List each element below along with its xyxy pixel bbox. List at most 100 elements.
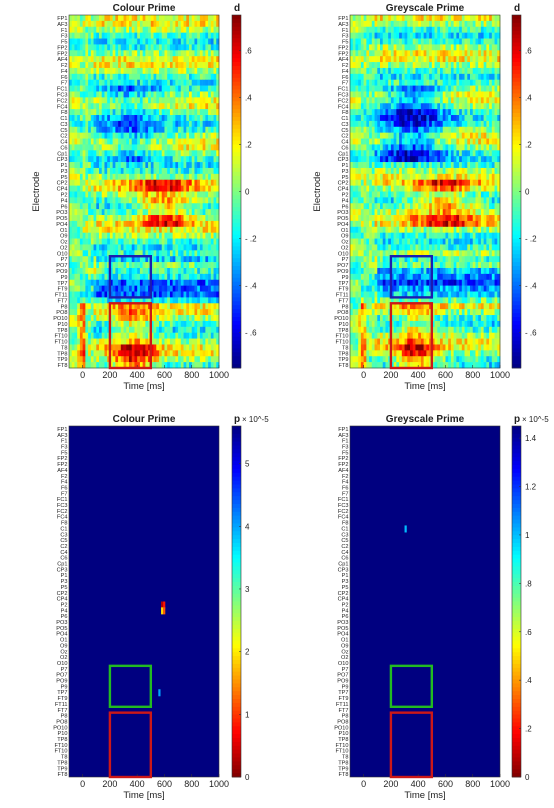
heatmap-cell	[453, 44, 457, 51]
heatmap-cell	[191, 362, 195, 369]
heatmap-cell	[464, 126, 468, 133]
heatmap-cell	[208, 115, 212, 122]
heatmap-cell	[88, 220, 92, 228]
heatmap-cell	[194, 26, 198, 33]
heatmap-cell	[99, 320, 103, 328]
heatmap-cell	[180, 138, 184, 145]
heatmap-cell	[213, 109, 217, 116]
heatmap-cell	[150, 279, 154, 286]
heatmap-cell	[464, 91, 468, 98]
heatmap-cell	[191, 203, 195, 210]
heatmap-cell	[216, 362, 220, 369]
heatmap-cell	[202, 362, 206, 369]
heatmap-cell	[216, 20, 220, 28]
heatmap-cell	[167, 244, 171, 251]
heatmap-cell	[445, 67, 449, 75]
heatmap-cell	[180, 62, 184, 69]
heatmap-cell	[486, 62, 490, 69]
heatmap-cell	[183, 120, 187, 128]
heatmap-cell	[456, 120, 460, 128]
heatmap-cell	[216, 350, 220, 357]
heatmap-cell	[199, 67, 203, 75]
heatmap-cell	[153, 15, 157, 22]
heatmap-cell	[191, 297, 195, 304]
heatmap-cell	[216, 156, 220, 163]
heatmap-cell	[85, 67, 89, 75]
heatmap-cell	[385, 20, 389, 28]
heatmap-cell	[399, 79, 403, 86]
heatmap-cell	[109, 97, 113, 104]
heatmap-cell	[480, 79, 484, 86]
heatmap-cell	[134, 332, 138, 339]
heatmap-cell	[139, 179, 143, 186]
heatmap-cell	[407, 144, 411, 151]
heatmap-cell	[99, 226, 103, 233]
heatmap-cell	[431, 20, 435, 28]
heatmap-cell	[159, 79, 163, 86]
heatmap-cell	[104, 273, 108, 281]
heatmap-cell	[150, 256, 154, 263]
heatmap-cell	[415, 173, 419, 181]
heatmap-cell	[197, 309, 201, 316]
heatmap-cell	[366, 103, 370, 110]
heatmap-cell	[99, 167, 103, 175]
heatmap-cell	[385, 156, 389, 163]
heatmap-cell	[178, 250, 182, 257]
heatmap-cell	[429, 85, 433, 92]
heatmap-cell	[77, 356, 81, 363]
heatmap-cell	[85, 244, 89, 251]
colorbar-segment	[232, 250, 241, 255]
heatmap-cell	[180, 244, 184, 251]
electrode-label: C6	[60, 145, 67, 151]
heatmap-cell	[450, 97, 454, 104]
heatmap-cell	[167, 267, 171, 275]
heatmap-cell	[491, 26, 495, 33]
heatmap-cell	[139, 250, 143, 257]
heatmap-cell	[380, 67, 384, 75]
heatmap-cell	[186, 62, 190, 69]
heatmap-cell	[96, 79, 100, 86]
heatmap-cell	[183, 315, 187, 322]
heatmap-cell	[191, 250, 195, 257]
heatmap-cell	[107, 197, 111, 204]
colorbar-segment	[232, 238, 241, 243]
heatmap-cell	[77, 279, 81, 286]
heatmap-cell	[489, 132, 493, 139]
heatmap-cell	[410, 73, 414, 81]
heatmap-cell	[197, 297, 201, 304]
heatmap-cell	[148, 144, 152, 151]
heatmap-cell	[390, 144, 394, 151]
heatmap-cell	[88, 50, 92, 57]
heatmap-cell	[358, 126, 362, 133]
heatmap-cell	[131, 85, 135, 92]
heatmap-cell	[142, 73, 146, 81]
heatmap-cell	[355, 115, 359, 122]
heatmap-cell	[150, 315, 154, 322]
heatmap-cell	[486, 115, 490, 122]
heatmap-cell	[118, 67, 122, 75]
heatmap-cell	[99, 303, 103, 310]
electrode-label: Oz	[60, 240, 67, 246]
heatmap-cell	[161, 15, 165, 22]
heatmap-cell	[167, 326, 171, 333]
heatmap-cell	[199, 238, 203, 245]
heatmap-cell	[71, 232, 75, 239]
heatmap-cell	[74, 162, 78, 169]
heatmap-cell	[131, 332, 135, 339]
heatmap-cell	[210, 138, 214, 145]
heatmap-cell	[401, 138, 405, 145]
heatmap-cell	[216, 56, 220, 63]
heatmap-cell	[107, 332, 111, 339]
heatmap-cell	[358, 56, 362, 63]
heatmap-cell	[99, 279, 103, 286]
heatmap-cell	[202, 179, 206, 186]
heatmap-cell	[363, 126, 367, 133]
heatmap-cell	[129, 120, 133, 128]
heatmap-cell	[74, 209, 78, 216]
heatmap-cell	[82, 56, 86, 63]
heatmap-cell	[363, 38, 367, 45]
heatmap-cell	[401, 15, 405, 22]
heatmap-cell	[371, 126, 375, 133]
heatmap-cell	[420, 109, 424, 116]
